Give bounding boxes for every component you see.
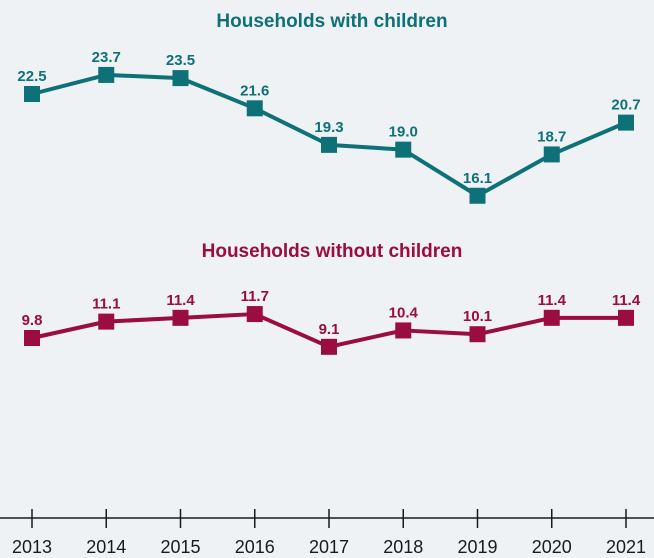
data-point — [98, 313, 115, 330]
data-point — [321, 136, 337, 153]
data-point — [246, 100, 263, 117]
x-tick-label: 2014 — [86, 537, 126, 557]
data-point — [24, 330, 40, 346]
data-label: 11.4 — [166, 292, 195, 309]
data-label: 23.7 — [92, 49, 121, 66]
data-point — [246, 306, 263, 323]
series-title: Households with children — [216, 11, 447, 32]
data-point — [395, 322, 412, 339]
data-point — [543, 309, 560, 326]
data-point — [618, 114, 634, 131]
data-label: 19.0 — [389, 124, 418, 141]
x-tick-label: 2021 — [606, 537, 646, 557]
data-label: 18.7 — [537, 128, 566, 145]
data-point — [321, 338, 337, 355]
data-point — [24, 86, 40, 102]
x-axis: 2013 2014 2015 2016 2017 2018 2019 2020 2021 — [0, 509, 654, 557]
data-label: 23.5 — [166, 52, 195, 69]
data-label: 16.1 — [463, 170, 492, 187]
x-tick-label: 2019 — [457, 537, 497, 557]
data-label: 9.1 — [319, 321, 340, 338]
x-tick-label: 2018 — [383, 537, 423, 557]
data-point — [618, 309, 634, 326]
data-label: 11.7 — [241, 288, 269, 305]
data-point — [543, 146, 560, 163]
data-label: 11.4 — [538, 292, 567, 309]
data-label: 20.7 — [611, 97, 640, 114]
x-tick-label: 2020 — [532, 537, 572, 557]
data-label: 21.6 — [240, 82, 269, 99]
data-label: 9.8 — [22, 312, 43, 329]
data-label: 10.1 — [463, 308, 492, 325]
data-label: 11.4 — [612, 292, 641, 309]
data-point — [98, 66, 115, 83]
x-tick-label: 2016 — [235, 537, 275, 557]
data-point — [469, 326, 486, 343]
data-label: 22.5 — [17, 68, 46, 85]
x-tick-label: 2015 — [160, 537, 200, 557]
series-1: Households with children 22.5 23.7 23.5 21.6… — [17, 11, 641, 204]
x-tick-label: 2017 — [309, 537, 349, 557]
data-label: 19.3 — [314, 119, 343, 136]
data-label: 10.4 — [389, 304, 419, 321]
data-point — [172, 70, 189, 87]
data-point — [172, 309, 189, 326]
series-title: Households without children — [202, 241, 463, 262]
series-2: Households without children 9.8 11.1 11.4 11… — [22, 241, 641, 355]
x-tick-label: 2013 — [12, 537, 52, 557]
data-point — [469, 187, 486, 204]
data-label: 11.1 — [92, 296, 120, 313]
series-area: Households with children 22.5 23.7 23.5 21.6… — [17, 11, 641, 355]
data-point — [395, 141, 412, 158]
